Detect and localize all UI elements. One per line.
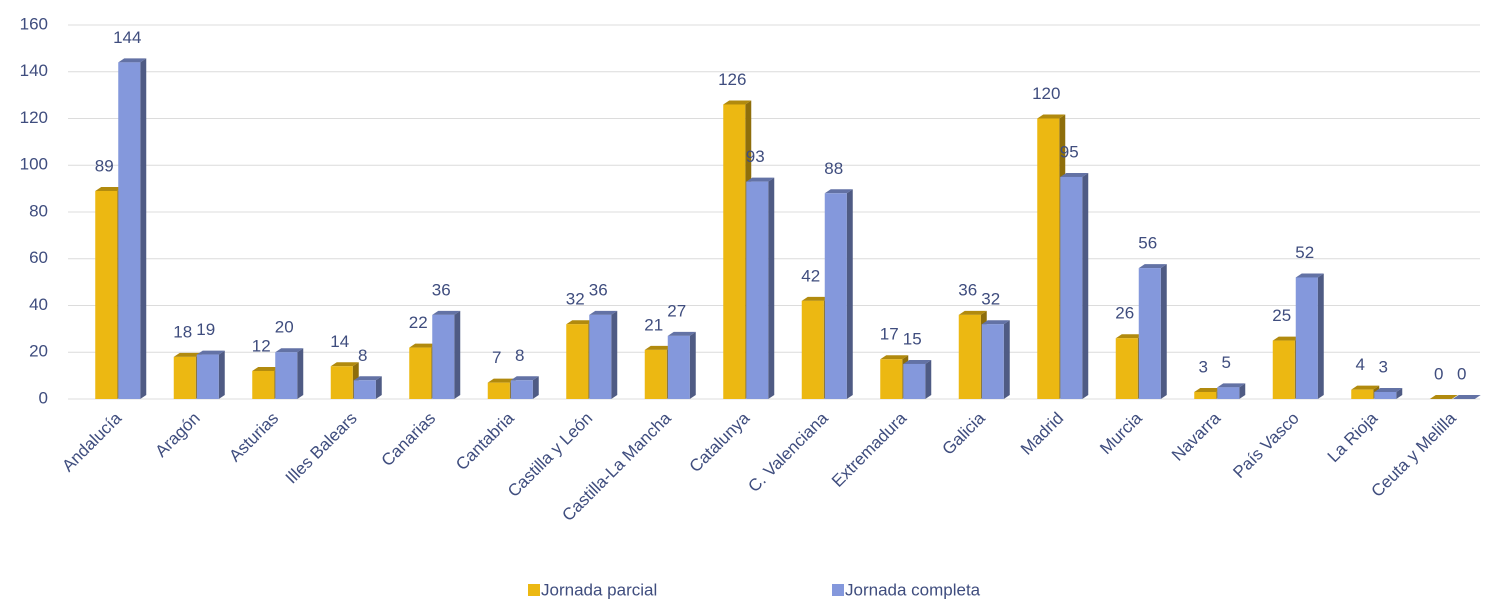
bar (667, 331, 696, 399)
bar (275, 348, 304, 399)
bar (981, 320, 1010, 399)
value-label: 42 (801, 266, 820, 285)
bar (432, 310, 461, 399)
value-label: 32 (981, 290, 1000, 309)
y-tick-label: 160 (20, 14, 48, 33)
value-label: 7 (492, 348, 501, 367)
x-tick-label: Asturias (225, 409, 282, 466)
value-label: 12 (252, 336, 271, 355)
value-label: 14 (330, 332, 349, 351)
bar (196, 350, 225, 399)
value-label: 27 (667, 301, 686, 320)
y-tick-label: 120 (20, 108, 48, 127)
value-label: 8 (358, 346, 367, 365)
value-label: 52 (1295, 243, 1314, 262)
bar (1060, 172, 1089, 399)
value-label: 0 (1434, 364, 1443, 383)
y-tick-label: 0 (39, 388, 48, 407)
value-label: 88 (824, 159, 843, 178)
legend-label: Jornada completa (845, 580, 981, 599)
y-tick-label: 20 (29, 342, 48, 361)
value-label: 5 (1222, 353, 1231, 372)
bar (1429, 395, 1458, 399)
x-tick-label: Navarra (1168, 408, 1225, 465)
value-label: 0 (1457, 364, 1466, 383)
value-label: 93 (746, 147, 765, 166)
value-label: 95 (1060, 142, 1079, 161)
value-label: 4 (1356, 355, 1365, 374)
bar (903, 359, 932, 399)
bar (510, 376, 539, 399)
value-label: 19 (196, 320, 215, 339)
x-tick-label: La Rioja (1324, 408, 1382, 466)
value-label: 120 (1032, 84, 1060, 103)
x-tick-label: C. Valenciana (744, 408, 832, 496)
bar (1217, 383, 1246, 399)
value-label: 3 (1199, 357, 1208, 376)
bar (353, 376, 382, 399)
y-tick-label: 100 (20, 155, 48, 174)
y-tick-label: 140 (20, 61, 48, 80)
x-tick-label: Madrid (1017, 409, 1067, 459)
value-label: 3 (1379, 357, 1388, 376)
x-tick-label: Galicia (939, 408, 990, 459)
bar (1295, 273, 1324, 399)
bar (824, 189, 853, 399)
value-label: 36 (589, 280, 608, 299)
bar (1138, 264, 1167, 399)
value-label: 144 (113, 28, 141, 47)
value-label: 36 (958, 280, 977, 299)
x-tick-label: Extremadura (828, 408, 911, 491)
x-tick-label: País Vasco (1229, 409, 1302, 482)
x-tick-label: Catalunya (686, 408, 754, 476)
value-label: 17 (880, 325, 899, 344)
value-label: 22 (409, 313, 428, 332)
bar (1452, 395, 1481, 399)
value-label: 36 (432, 280, 451, 299)
value-label: 21 (644, 315, 663, 334)
value-label: 89 (95, 156, 114, 175)
bar (589, 310, 618, 399)
value-label: 25 (1272, 306, 1291, 325)
bar (118, 58, 147, 400)
value-label: 126 (718, 70, 746, 89)
legend-label: Jornada parcial (541, 580, 657, 599)
value-label: 8 (515, 346, 524, 365)
bar (746, 177, 775, 399)
legend-swatch (832, 584, 844, 596)
value-label: 15 (903, 329, 922, 348)
x-tick-label: Aragón (152, 409, 204, 461)
y-tick-label: 60 (29, 248, 48, 267)
x-tick-label: Illes Balears (282, 409, 361, 488)
x-tick-label: Ceuta y Melilla (1367, 408, 1460, 501)
value-label: 18 (173, 322, 192, 341)
bar (1374, 387, 1403, 399)
value-label: 56 (1138, 234, 1157, 253)
legend-swatch (528, 584, 540, 596)
y-tick-label: 40 (29, 295, 48, 314)
x-tick-label: Andalucía (58, 408, 125, 475)
x-tick-label: Murcia (1096, 408, 1146, 458)
value-label: 26 (1115, 304, 1134, 323)
x-tick-label: Cantabria (452, 408, 518, 474)
x-tick-label: Canarias (378, 409, 440, 471)
value-label: 20 (275, 318, 294, 337)
value-label: 32 (566, 290, 585, 309)
y-tick-label: 80 (29, 201, 48, 220)
